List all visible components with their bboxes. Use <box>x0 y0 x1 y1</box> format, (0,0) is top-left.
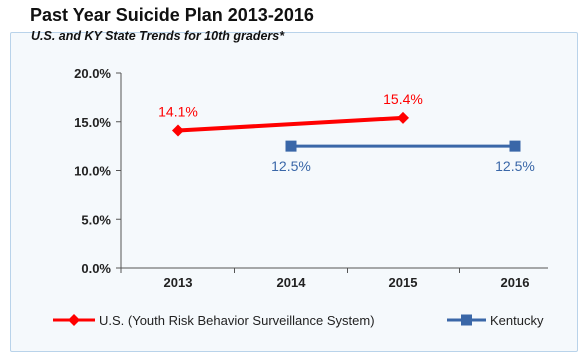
legend-kentucky-label: Kentucky <box>490 313 544 328</box>
top-bar <box>0 0 582 36</box>
legend-kentucky-marker <box>461 314 472 326</box>
x-tick-label: 2013 <box>164 275 193 290</box>
chart-subtitle: U.S. and KY State Trends for 10th grader… <box>31 29 285 43</box>
y-tick-label: 15.0% <box>74 115 111 130</box>
us-data-point <box>172 124 184 137</box>
x-tick-label: 2014 <box>277 275 307 290</box>
us-data-label: 14.1% <box>158 104 198 120</box>
y-tick-label: 5.0% <box>81 212 111 227</box>
us-data-label: 15.4% <box>383 91 423 107</box>
us-series-line <box>177 115 404 133</box>
legend-us-marker <box>68 314 80 326</box>
kentucky-data-point <box>509 140 521 152</box>
kentucky-data-point <box>285 140 297 152</box>
y-tick-label: 10.0% <box>74 164 111 179</box>
legend-us-label: U.S. (Youth Risk Behavior Surveillance S… <box>99 313 375 328</box>
x-tick-label: 2015 <box>389 275 418 290</box>
x-tick-label: 2016 <box>501 275 530 290</box>
chart-title: Past Year Suicide Plan 2013-2016 <box>30 5 314 25</box>
y-tick-label: 0.0% <box>81 261 111 276</box>
us-data-point <box>397 111 409 124</box>
kentucky-data-label: 12.5% <box>271 158 311 174</box>
kentucky-data-label: 12.5% <box>495 158 535 174</box>
y-tick-label: 20.0% <box>74 66 111 81</box>
chart-frame <box>10 32 578 352</box>
